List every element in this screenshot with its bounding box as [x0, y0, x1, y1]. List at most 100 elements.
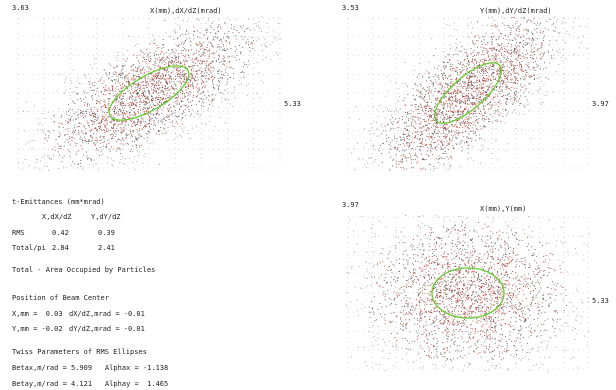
particle-point [255, 37, 257, 39]
particle-point [478, 84, 480, 86]
particle-point [441, 75, 443, 77]
particle-point [223, 61, 225, 62]
particle-point [474, 131, 476, 133]
particle-point [154, 38, 155, 40]
particle-point [115, 123, 116, 125]
particle-point [395, 146, 396, 148]
particle-point [205, 70, 207, 72]
particle-point [151, 101, 153, 103]
particle-point [122, 73, 124, 74]
particle-point [515, 94, 517, 96]
particle-point [78, 150, 80, 152]
particle-point [381, 153, 382, 154]
particle-point [385, 126, 386, 128]
particle-point [483, 106, 484, 108]
particle-point [186, 21, 188, 22]
particle-point [81, 111, 83, 113]
particle-point [437, 127, 439, 129]
particle-point [457, 134, 459, 136]
particle-point [192, 67, 194, 69]
particle-point [463, 121, 465, 123]
particle-point [179, 78, 181, 80]
particle-point [428, 122, 430, 124]
particle-point [167, 139, 169, 141]
particle-point [435, 141, 437, 143]
particle-point [416, 89, 418, 91]
particle-point [426, 104, 428, 106]
particle-point [471, 75, 472, 77]
particle-point [444, 56, 446, 58]
particle-point [190, 59, 192, 61]
particle-point [548, 44, 550, 46]
particle-point [200, 72, 202, 74]
particle-point [523, 76, 525, 78]
particle-point [408, 112, 410, 114]
particle-point [100, 123, 102, 124]
particle-point [247, 27, 249, 29]
particle-point [191, 65, 193, 67]
particle-point [216, 50, 218, 52]
particle-point [540, 45, 542, 47]
particle-point [97, 149, 99, 151]
particle-point [458, 83, 460, 85]
particle-point [175, 64, 177, 66]
particle-point [455, 137, 457, 139]
particle-point [193, 26, 195, 28]
particle-point [453, 91, 455, 93]
particle-point [477, 108, 479, 109]
particle-point [577, 37, 579, 39]
particle-point [484, 126, 486, 128]
particle-point [486, 86, 488, 87]
particle-point [518, 53, 520, 55]
particle-point [487, 68, 489, 70]
particle-point [218, 25, 219, 27]
particle-point [436, 123, 438, 125]
particle-point [186, 60, 188, 62]
particle-point [444, 68, 445, 70]
particle-point [441, 112, 443, 113]
particle-point [131, 86, 132, 87]
particle-point [514, 81, 516, 83]
particle-point [415, 148, 417, 150]
particle-point [516, 30, 517, 31]
particle-point [211, 53, 213, 55]
particle-point [522, 34, 524, 36]
particle-point [192, 74, 194, 76]
particle-point [467, 94, 469, 96]
particle-point [486, 50, 488, 52]
particle-point [169, 74, 171, 76]
particle-point [207, 110, 209, 112]
particle-point [205, 123, 206, 125]
particle-point [408, 120, 410, 122]
particle-point [78, 130, 80, 132]
particle-point [381, 123, 383, 125]
particle-point [90, 109, 92, 110]
particle-point [129, 93, 131, 95]
particle-point [57, 151, 59, 153]
particle-point [179, 125, 181, 127]
particle-point [242, 70, 243, 72]
particle-point [442, 124, 444, 126]
particle-point [181, 93, 183, 95]
particle-point [141, 95, 143, 97]
particle-point [441, 141, 442, 143]
particle-point [175, 59, 177, 60]
particle-point [132, 70, 134, 72]
particle-point [463, 136, 465, 138]
particle-point [194, 76, 196, 78]
particle-point [208, 67, 210, 69]
particle-point [406, 125, 408, 127]
particle-point [140, 109, 141, 111]
particle-point [499, 86, 501, 88]
particle-point [515, 65, 516, 66]
particle-point [512, 61, 513, 63]
particle-point [161, 109, 163, 111]
particle-point [101, 118, 103, 120]
particle-point [63, 92, 65, 94]
particle-point [529, 76, 531, 78]
particle-point [80, 112, 81, 114]
particle-point [443, 108, 445, 109]
particle-point [82, 168, 84, 170]
particle-point [478, 91, 479, 93]
particle-point [471, 73, 473, 74]
